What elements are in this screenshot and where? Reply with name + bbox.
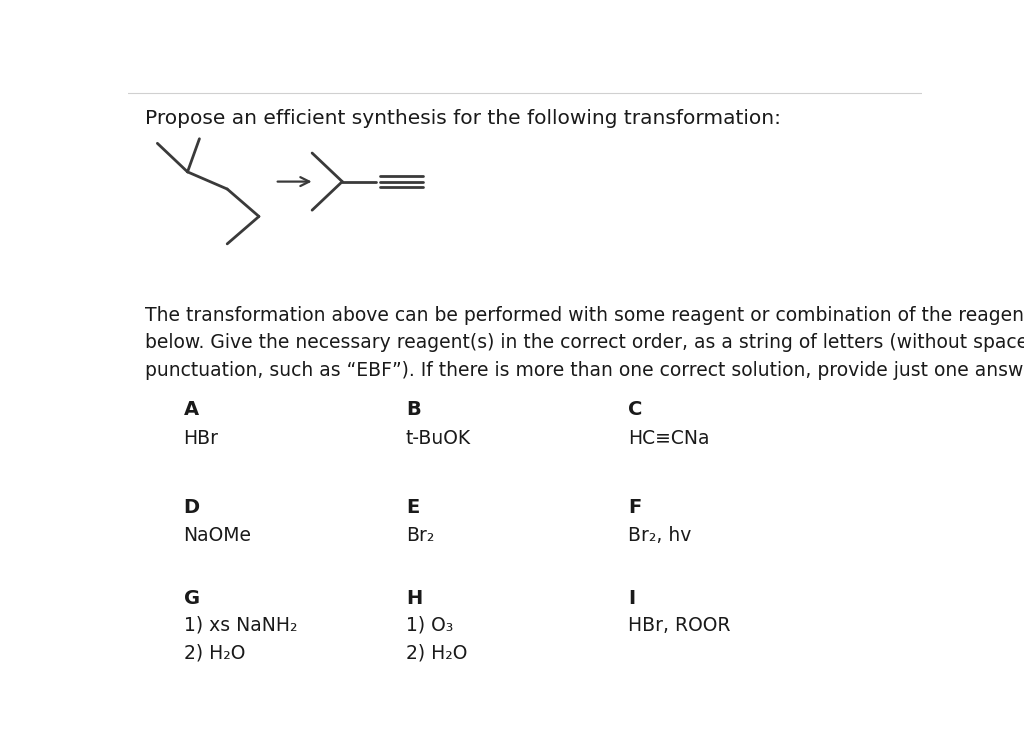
Text: Propose an efficient synthesis for the following transformation:: Propose an efficient synthesis for the f…	[145, 109, 781, 128]
Text: Br₂: Br₂	[406, 526, 434, 545]
Text: E: E	[406, 498, 419, 516]
Text: t-BuOK: t-BuOK	[406, 429, 471, 448]
Text: HBr, ROOR: HBr, ROOR	[628, 616, 730, 635]
Text: 1) O₃: 1) O₃	[406, 616, 454, 635]
Text: 2) H₂O: 2) H₂O	[406, 643, 467, 663]
Text: C: C	[628, 401, 642, 419]
Text: G: G	[183, 589, 200, 608]
Text: HC≡CNa: HC≡CNa	[628, 429, 710, 448]
Text: HBr: HBr	[183, 429, 218, 448]
Text: 1) xs NaNH₂: 1) xs NaNH₂	[183, 616, 297, 635]
Text: I: I	[628, 589, 635, 608]
Text: Br₂, hv: Br₂, hv	[628, 526, 691, 545]
Text: F: F	[628, 498, 641, 516]
Text: NaOMe: NaOMe	[183, 526, 252, 545]
Text: H: H	[406, 589, 422, 608]
Text: 2) H₂O: 2) H₂O	[183, 643, 245, 663]
Text: A: A	[183, 401, 199, 419]
Text: B: B	[406, 401, 421, 419]
Text: The transformation above can be performed with some reagent or combination of th: The transformation above can be performe…	[145, 306, 1024, 380]
Text: D: D	[183, 498, 200, 516]
